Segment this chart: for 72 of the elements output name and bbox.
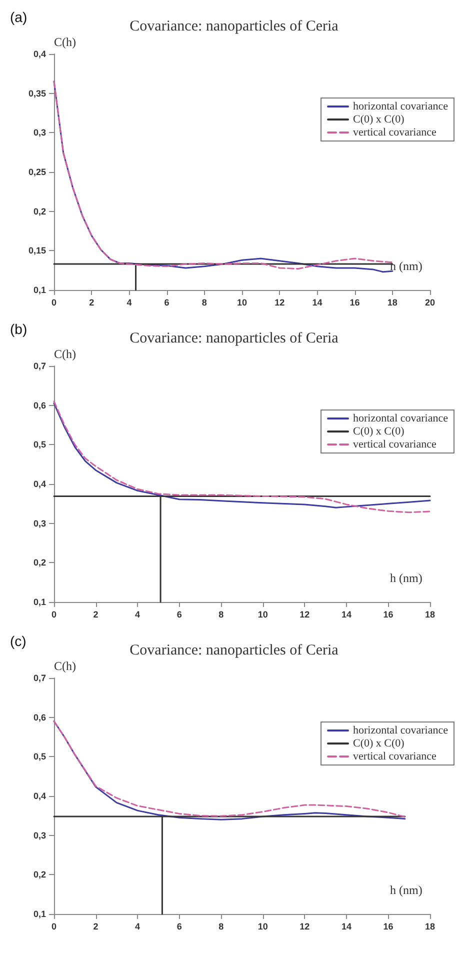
- x-tick-label: 14: [341, 922, 352, 932]
- y-tick-label: 0,4: [33, 479, 46, 489]
- y-axis-title: C(h): [54, 347, 76, 361]
- x-tick-label: 4: [135, 922, 140, 932]
- x-axis-title: h (nm): [390, 571, 422, 585]
- x-tick-label: 2: [89, 298, 94, 308]
- y-tick-label: 0,4: [33, 791, 46, 801]
- x-tick-label: 16: [383, 922, 394, 932]
- y-tick-label: 0,3: [33, 518, 46, 528]
- y-tick-label: 0,3: [33, 830, 46, 840]
- x-tick-label: 16: [383, 610, 394, 620]
- chart-title: Covariance: nanoparticles of Ceria: [130, 330, 339, 346]
- text: (a): [10, 9, 28, 25]
- legend-label: vertical covariance: [353, 126, 436, 138]
- x-tick-label: 6: [176, 922, 182, 932]
- text: (b): [10, 321, 28, 337]
- legend-label: horizontal covariance: [353, 412, 448, 424]
- x-tick-label: 10: [258, 922, 268, 932]
- x-tick-label: 0: [51, 298, 57, 308]
- legend-label: C(0) x C(0): [353, 114, 405, 126]
- y-tick-label: 0,1: [33, 285, 46, 295]
- y-tick-label: 0,2: [33, 870, 46, 880]
- x-axis-title: h (nm): [390, 883, 422, 897]
- chart-title: Covariance: nanoparticles of Ceria: [130, 642, 339, 658]
- x-tick-label: 14: [341, 610, 352, 620]
- y-tick-label: 0,4: [33, 49, 46, 59]
- y-tick-label: 0,7: [33, 673, 46, 683]
- x-tick-label: 18: [424, 922, 436, 932]
- x-tick-label: 4: [135, 610, 140, 620]
- legend-label: horizontal covariance: [353, 724, 448, 736]
- legend-label: vertical covariance: [353, 438, 436, 450]
- x-tick-label: 8: [218, 610, 224, 620]
- y-tick-label: 0,7: [33, 361, 46, 371]
- x-tick-label: 10: [258, 610, 268, 620]
- legend-label: C(0) x C(0): [353, 738, 405, 750]
- y-tick-label: 0,15: [28, 246, 46, 256]
- x-tick-label: 6: [164, 298, 170, 308]
- x-tick-label: 0: [51, 610, 57, 620]
- y-tick-label: 0,5: [33, 440, 46, 450]
- y-tick-label: 0,6: [33, 400, 46, 410]
- x-tick-label: 8: [202, 298, 207, 308]
- x-tick-label: 12: [300, 922, 310, 932]
- y-tick-label: 0,35: [28, 88, 46, 98]
- x-tick-label: 0: [51, 922, 57, 932]
- y-tick-label: 0,2: [33, 206, 46, 216]
- y-tick-label: 0,1: [33, 909, 46, 919]
- x-tick-label: 2: [93, 922, 98, 932]
- x-tick-label: 18: [387, 298, 398, 308]
- x-tick-label: 6: [176, 610, 182, 620]
- y-tick-label: 0,1: [33, 597, 46, 607]
- x-tick-label: 18: [424, 610, 436, 620]
- y-tick-label: 0,25: [28, 167, 46, 177]
- x-tick-label: 12: [300, 610, 310, 620]
- x-tick-label: 14: [312, 298, 322, 308]
- y-tick-label: 0,2: [33, 558, 46, 568]
- x-tick-label: 4: [126, 298, 132, 308]
- legend-label: vertical covariance: [353, 750, 436, 762]
- y-tick-label: 0,6: [33, 712, 46, 722]
- y-axis-title: C(h): [54, 35, 76, 49]
- y-tick-label: 0,5: [33, 752, 46, 762]
- x-tick-label: 12: [274, 298, 285, 308]
- legend-label: horizontal covariance: [353, 100, 448, 112]
- x-tick-label: 8: [218, 922, 224, 932]
- x-tick-label: 16: [350, 298, 360, 308]
- text: (c): [10, 633, 26, 649]
- y-tick-label: 0,3: [33, 128, 46, 138]
- x-tick-label: 2: [93, 610, 98, 620]
- legend-label: C(0) x C(0): [353, 426, 405, 438]
- x-tick-label: 20: [424, 298, 436, 308]
- y-axis-title: C(h): [54, 659, 76, 673]
- x-tick-label: 10: [236, 298, 248, 308]
- chart-title: Covariance: nanoparticles of Ceria: [130, 18, 339, 34]
